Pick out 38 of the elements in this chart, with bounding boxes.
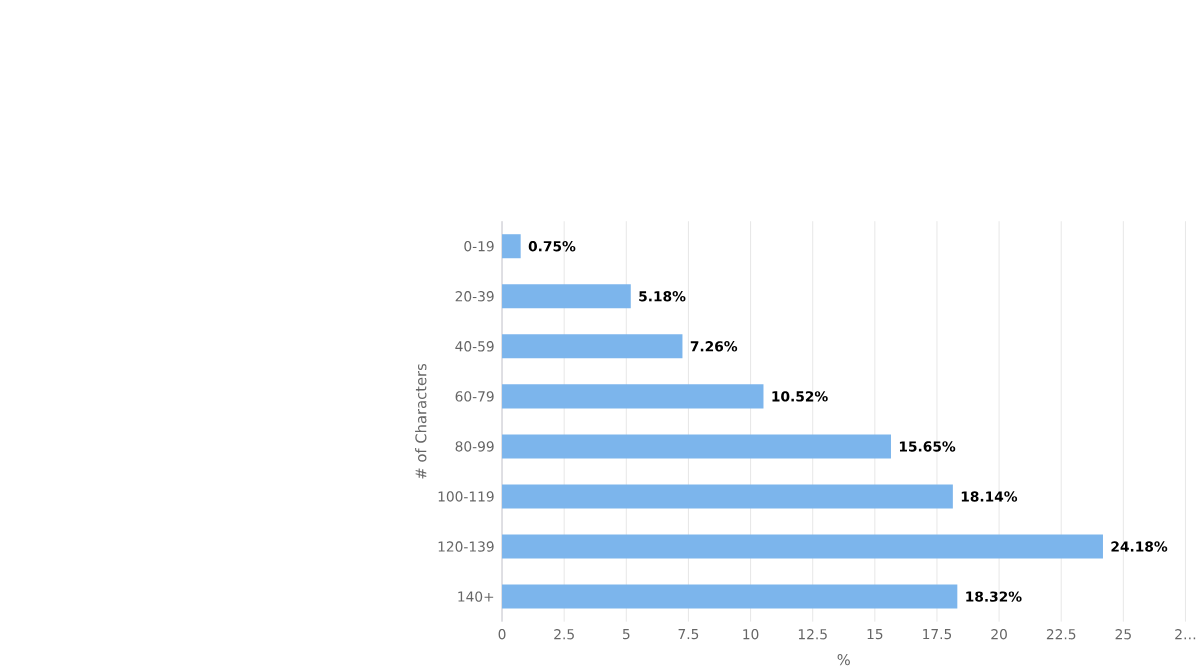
data-label: 18.14%: [961, 491, 1018, 502]
x-tick-label: 2…: [1175, 628, 1196, 640]
bar: [502, 384, 764, 409]
bar: [502, 234, 521, 259]
bar: [502, 584, 958, 609]
y-tick-label: 0-19: [464, 240, 494, 252]
x-tick-label: 17.5: [923, 628, 952, 640]
x-tick-label: 10: [743, 628, 759, 640]
data-label: 5.18%: [639, 290, 686, 302]
data-label: 10.52%: [772, 390, 828, 402]
y-tick-label: 100-119: [438, 491, 494, 502]
bar: [502, 434, 891, 459]
y-tick-label: 20-39: [455, 290, 494, 302]
data-label: 7.26%: [690, 340, 738, 352]
x-tick-label: 20: [991, 628, 1007, 640]
x-tick-label: 12.5: [798, 628, 827, 640]
bar: [502, 534, 1103, 559]
x-tick-label: 7.5: [678, 628, 699, 640]
bar: [502, 484, 953, 509]
x-tick-label: 2.5: [554, 628, 574, 640]
y-tick-label: 40-59: [455, 340, 494, 352]
data-label: 0.75%: [528, 240, 576, 252]
data-label: 24.18%: [1111, 541, 1168, 552]
y-tick-label: 120-139: [438, 541, 494, 552]
bar: [502, 334, 683, 359]
data-label: 15.65%: [899, 441, 956, 452]
y-axis-title: # of Characters: [415, 363, 427, 479]
x-tick-label: 15: [867, 628, 883, 640]
y-tick-label: 140+: [458, 591, 494, 602]
x-tick-label: 22.5: [1046, 628, 1076, 640]
x-tick-label: 0: [498, 628, 506, 640]
y-tick-label: 60-79: [455, 390, 494, 402]
x-tick-label: 5: [622, 628, 630, 640]
bar: [502, 284, 631, 309]
data-label: 18.32%: [966, 591, 1022, 602]
x-tick-label: 25: [1115, 628, 1131, 640]
y-tick-label: 80-99: [455, 441, 494, 452]
x-axis-title: %: [837, 653, 850, 665]
